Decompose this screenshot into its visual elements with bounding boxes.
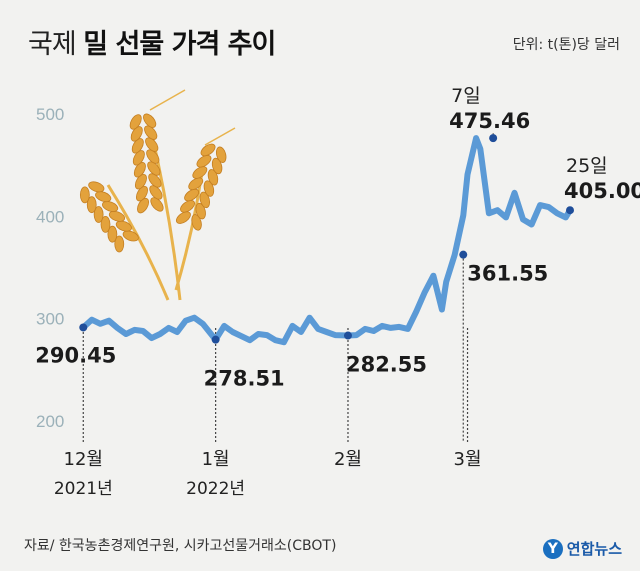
data-point-marker <box>489 134 498 143</box>
logo-name: 연합뉴스 <box>566 540 622 558</box>
data-value-label: 475.46 <box>449 109 530 133</box>
data-date-label: 7일 <box>451 85 481 107</box>
logo-mark: Y <box>542 538 563 559</box>
data-point-marker <box>566 206 574 215</box>
data-value-label: 405.00 <box>564 179 640 203</box>
x-tick-sublabel: 2022년 <box>186 479 245 499</box>
x-tick-sublabel: 2021년 <box>54 479 113 499</box>
y-tick-label: 300 <box>36 310 64 329</box>
title-prefix: 국제 <box>28 29 77 60</box>
y-tick-label: 200 <box>36 412 64 431</box>
data-date-label: 25일 <box>566 155 608 177</box>
data-value-label: 278.51 <box>204 367 285 391</box>
x-tick-label: 12월 <box>64 449 103 470</box>
data-value-label: 361.55 <box>467 262 548 286</box>
publisher-logo: Y 연합뉴스 <box>542 538 622 559</box>
series-line <box>80 135 573 346</box>
data-point-marker <box>459 250 468 259</box>
title-main: 밀 선물 가격 추이 <box>83 29 276 60</box>
x-tick-label: 2월 <box>334 449 362 470</box>
data-value-label: 282.55 <box>346 353 427 377</box>
data-point-marker <box>343 331 352 340</box>
data-point-marker <box>79 323 88 332</box>
y-tick-label: 400 <box>36 207 64 226</box>
wheat-icon <box>79 89 236 301</box>
source-note: 자료/ 한국농촌경제연구원, 시카고선물거래소(CBOT) <box>24 538 337 554</box>
data-point-marker <box>211 335 220 344</box>
chart-title: 국제 밀 선물 가격 추이 <box>28 22 276 61</box>
y-tick-label: 500 <box>36 105 64 124</box>
data-value-label: 290.45 <box>35 343 116 367</box>
x-tick-label: 1월 <box>202 449 230 470</box>
x-tick-label: 3월 <box>454 449 482 470</box>
unit-label: 단위: t(톤)당 달러 <box>512 37 620 53</box>
